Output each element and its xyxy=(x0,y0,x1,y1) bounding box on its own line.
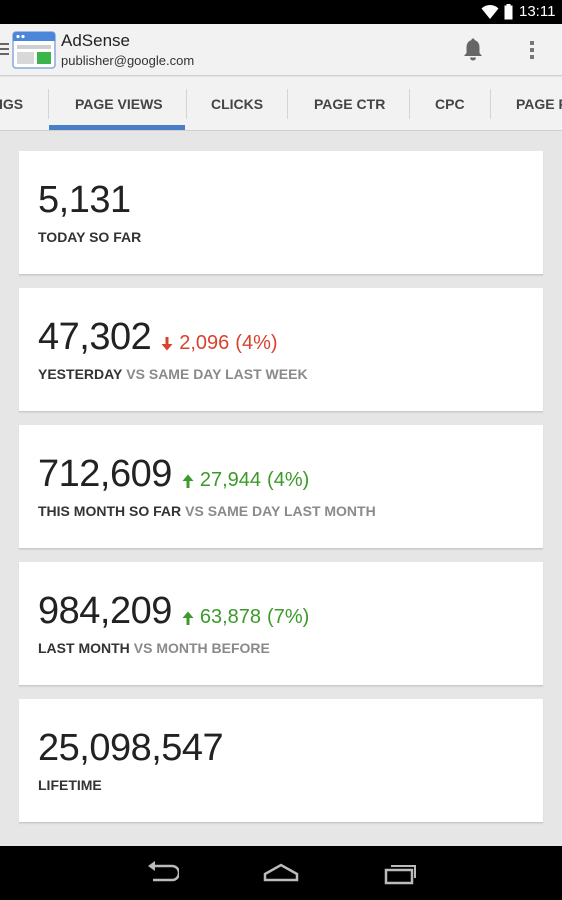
tab-divider xyxy=(287,89,288,119)
notifications-bell-icon[interactable] xyxy=(462,38,484,62)
stat-card-last-month[interactable]: 984,209 63,878 (7%) LAST MONTH VS MONTH B… xyxy=(19,562,543,686)
stat-value: 712,609 xyxy=(38,453,172,495)
stat-delta: 2,096 (4%) xyxy=(161,332,278,355)
status-bar: 13:11 xyxy=(0,0,562,24)
arrow-up-icon xyxy=(182,611,194,625)
arrow-down-icon xyxy=(161,336,173,350)
stat-delta: 27,944 (4%) xyxy=(182,469,309,492)
stat-caption: THIS MONTH SO FAR VS SAME DAY LAST MONTH xyxy=(38,503,376,519)
tab-cpc[interactable]: CPC xyxy=(435,96,465,112)
stat-caption-primary: YESTERDAY xyxy=(38,366,123,382)
stat-delta-percent: (4%) xyxy=(267,469,310,491)
stat-value: 984,209 xyxy=(38,590,172,632)
stat-caption-secondary: VS SAME DAY LAST MONTH xyxy=(185,503,376,519)
stat-caption: TODAY SO FAR xyxy=(38,229,141,245)
tab-divider xyxy=(48,89,49,119)
stat-value: 5,131 xyxy=(38,179,131,221)
stat-card-today[interactable]: 5,131 TODAY SO FAR xyxy=(19,151,543,275)
stat-card-yesterday[interactable]: 47,302 2,096 (4%) YESTERDAY VS SAME DAY L… xyxy=(19,288,543,412)
wifi-icon xyxy=(481,4,499,19)
menu-icon[interactable] xyxy=(0,42,10,56)
tab-clicks[interactable]: CLICKS xyxy=(211,96,264,112)
overflow-menu-icon[interactable] xyxy=(527,39,537,61)
tab-page-ctr[interactable]: PAGE CTR xyxy=(314,96,386,112)
stat-card-lifetime[interactable]: 25,098,547 LIFETIME xyxy=(19,699,543,823)
stat-caption-secondary: VS SAME DAY LAST WEEK xyxy=(126,366,308,382)
stat-delta: 63,878 (7%) xyxy=(182,606,309,629)
stat-caption-primary: TODAY SO FAR xyxy=(38,229,142,245)
tab-divider xyxy=(409,89,410,119)
stat-caption-primary: LAST MONTH xyxy=(38,640,130,656)
status-clock: 13:11 xyxy=(519,3,556,20)
stat-caption: LAST MONTH VS MONTH BEFORE xyxy=(38,640,270,656)
stat-caption: YESTERDAY VS SAME DAY LAST WEEK xyxy=(38,366,308,382)
stat-delta-value: 63,878 xyxy=(199,606,262,628)
system-nav-bar xyxy=(0,846,562,900)
stat-delta-percent: (4%) xyxy=(235,332,278,354)
stat-card-this-month[interactable]: 712,609 27,944 (4%) THIS MONTH SO FAR VS … xyxy=(19,425,543,549)
stat-caption-primary: LIFETIME xyxy=(38,777,102,793)
arrow-up-icon xyxy=(182,474,194,488)
stat-delta-value: 27,944 xyxy=(199,469,262,491)
stat-value: 47,302 xyxy=(38,316,152,358)
recent-apps-icon[interactable] xyxy=(384,860,418,886)
tab-bar: IGS PAGE VIEWS CLICKS PAGE CTR CPC PAGE … xyxy=(0,77,562,131)
tab-partial-right[interactable]: PAGE R xyxy=(516,96,562,112)
stat-value-row: 25,098,547 xyxy=(38,727,224,770)
stat-caption-secondary: VS MONTH BEFORE xyxy=(133,640,270,656)
tab-page-views[interactable]: PAGE VIEWS xyxy=(75,96,163,112)
stat-delta-percent: (7%) xyxy=(267,606,310,628)
stat-value: 25,098,547 xyxy=(38,727,224,769)
stat-value-row: 984,209 63,878 (7%) xyxy=(38,590,309,633)
stat-delta-value: 2,096 xyxy=(179,332,230,354)
account-email[interactable]: publisher@google.com xyxy=(61,53,195,68)
app-bar: AdSense publisher@google.com xyxy=(0,24,562,76)
tab-divider xyxy=(186,89,187,119)
stat-caption-primary: THIS MONTH SO FAR xyxy=(38,503,182,519)
stat-caption: LIFETIME xyxy=(38,777,102,793)
selected-tab-indicator xyxy=(49,125,185,130)
stat-value-row: 47,302 2,096 (4%) xyxy=(38,316,278,359)
stat-value-row: 5,131 xyxy=(38,179,131,222)
stat-value-row: 712,609 27,944 (4%) xyxy=(38,453,309,496)
tab-divider xyxy=(490,89,491,119)
home-icon[interactable] xyxy=(263,860,299,886)
adsense-logo[interactable] xyxy=(12,30,56,70)
app-title: AdSense xyxy=(61,31,130,50)
tab-partial-left[interactable]: IGS xyxy=(0,96,24,112)
battery-icon xyxy=(504,4,513,20)
back-icon[interactable] xyxy=(145,860,179,886)
